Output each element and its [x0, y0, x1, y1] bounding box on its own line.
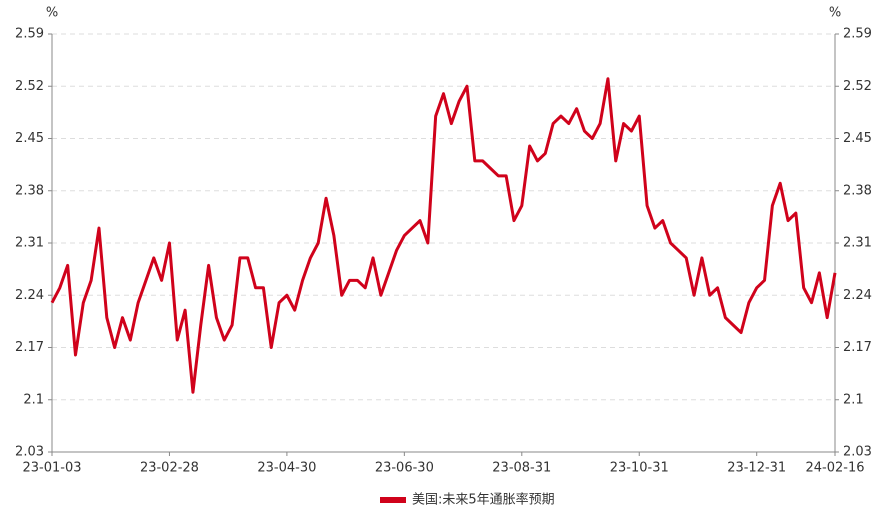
y-tick-label: 2.1 — [23, 392, 44, 407]
y-tick-label: 2.03 — [15, 445, 44, 460]
y2-unit: % — [829, 6, 841, 21]
x-tick-label: 23-06-30 — [375, 461, 434, 476]
y-unit: % — [46, 6, 58, 21]
y2-tick-label: 2.03 — [843, 445, 872, 460]
y2-tick-label: 2.45 — [843, 131, 872, 146]
x-tick-label: 23-08-31 — [492, 461, 551, 476]
y2-tick-label: 2.38 — [843, 183, 872, 198]
x-tick-label: 24-02-16 — [805, 461, 864, 476]
x-tick-label: 23-12-31 — [727, 461, 786, 476]
y-tick-label: 2.24 — [15, 288, 44, 303]
x-tick-label: 23-04-30 — [257, 461, 316, 476]
y-tick-label: 2.38 — [15, 183, 44, 198]
y-tick-label: 2.31 — [15, 236, 44, 251]
y2-tick-label: 2.17 — [843, 340, 872, 355]
y2-tick-label: 2.52 — [843, 79, 872, 94]
legend-swatch — [380, 497, 406, 503]
legend-label: 美国:未来5年通胀率预期 — [412, 492, 555, 508]
x-tick-label: 23-10-31 — [610, 461, 669, 476]
x-tick-label: 23-01-03 — [22, 461, 81, 476]
y-tick-label: 2.59 — [15, 27, 44, 42]
line — [50, 77, 837, 394]
y-tick-label: 2.17 — [15, 340, 44, 355]
y2-tick-label: 2.59 — [843, 27, 872, 42]
y2-tick-label: 2.31 — [843, 236, 872, 251]
y2-tick-label: 2.24 — [843, 288, 872, 303]
y-tick-label: 2.52 — [15, 79, 44, 94]
y-tick-label: 2.45 — [15, 131, 44, 146]
x-tick-label: 23-02-28 — [140, 461, 199, 476]
y2-tick-label: 2.1 — [843, 392, 864, 407]
